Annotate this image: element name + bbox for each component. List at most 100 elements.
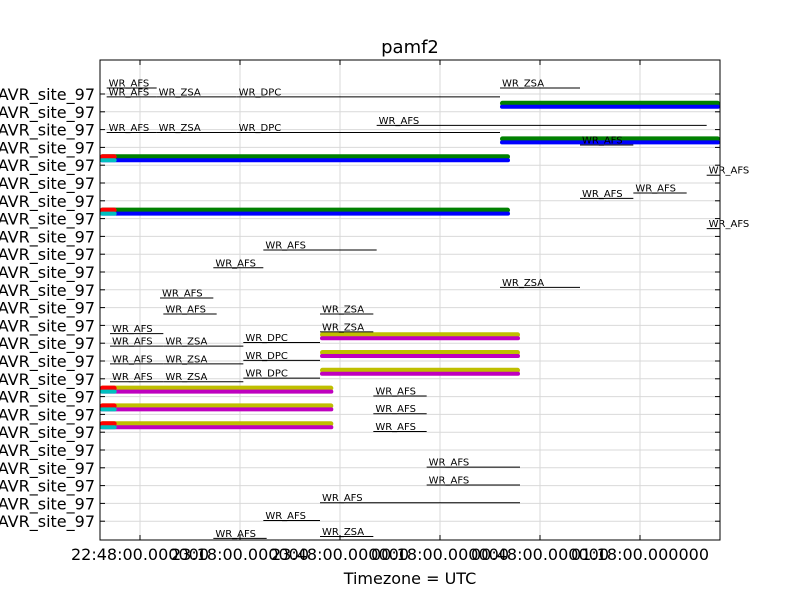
timeline-bar-bottom xyxy=(500,140,720,145)
annotation-label: WR_AFS xyxy=(709,166,750,177)
grid xyxy=(100,60,720,540)
timeline-bar-top xyxy=(100,403,334,409)
timeline-bar-top xyxy=(100,154,510,160)
annotation-label: WR_AFS xyxy=(375,386,416,397)
y-tick-label: AVR_site_97 xyxy=(0,85,95,105)
y-tick-label: AVR_site_97 xyxy=(0,263,95,283)
y-axis: AVR_site_97AVR_site_97AVR_site_97AVR_sit… xyxy=(0,85,720,532)
x-axis: 22:48:00.00000023:18:00.00000023:48:00.0… xyxy=(71,60,709,564)
y-tick-label: AVR_site_97 xyxy=(0,388,95,408)
y-tick-label: AVR_site_97 xyxy=(0,192,95,212)
y-tick-label: AVR_site_97 xyxy=(0,227,95,247)
annotation-label: WR_AFS xyxy=(265,511,306,522)
annotation-label: WR_DPC xyxy=(239,87,282,98)
timeline-bar xyxy=(100,385,117,394)
y-tick-label: AVR_site_97 xyxy=(0,138,95,158)
annotation-label: WR_ZSA xyxy=(165,337,207,348)
annotation-label: WR_ZSA xyxy=(322,305,364,316)
timeline-bar-bottom xyxy=(320,371,520,376)
timeline-bar-bottom xyxy=(100,158,117,163)
timeline-bar-bottom xyxy=(100,425,334,430)
x-tick-label: 22:48:00.000000 xyxy=(71,545,209,564)
timeline-bar-top xyxy=(100,385,117,391)
annotation-label: WR_AFS xyxy=(112,354,153,365)
timeline-bar-top xyxy=(500,136,720,142)
annotation-label: WR_DPC xyxy=(245,351,288,362)
y-tick-label: AVR_site_97 xyxy=(0,174,95,194)
annotation-label: WR_AFS xyxy=(322,493,363,504)
annotation-label: WR_ZSA xyxy=(165,354,207,365)
y-tick-label: AVR_site_97 xyxy=(0,156,95,176)
chart-title: pamf2 xyxy=(381,37,439,58)
timeline-bar xyxy=(100,421,334,430)
timeline-bar xyxy=(100,421,117,430)
annotation-label: WR_AFS xyxy=(109,123,150,134)
timeline-bar xyxy=(320,350,520,358)
annotation-label: WR_AFS xyxy=(635,184,676,195)
timeline-bar-bottom xyxy=(100,389,117,394)
annotation-label: WR_AFS xyxy=(215,529,256,540)
x-axis-label: Timezone = UTC xyxy=(343,569,477,588)
x-tick-label: 23:18:00.000000 xyxy=(171,545,309,564)
y-tick-label: AVR_site_97 xyxy=(0,352,95,372)
annotation-label: WR_ZSA xyxy=(159,87,201,98)
timeline-bar-top xyxy=(500,100,720,106)
y-tick-label: AVR_site_97 xyxy=(0,299,95,319)
timeline-bar xyxy=(100,403,117,412)
timeline-bar-bottom xyxy=(100,158,510,163)
x-tick-label: 00:48:00.000000 xyxy=(471,545,609,564)
timeline-bar-top xyxy=(100,421,117,427)
annotation-label: WR_AFS xyxy=(112,324,153,335)
timeline-bar-top xyxy=(100,403,117,409)
timeline-bar xyxy=(100,154,510,163)
y-tick-label: AVR_site_97 xyxy=(0,512,95,532)
y-tick-label: AVR_site_97 xyxy=(0,210,95,230)
timeline-bar xyxy=(100,385,334,394)
y-tick-label: AVR_site_97 xyxy=(0,494,95,514)
timeline-bar-top xyxy=(100,207,117,213)
annotation-label: WR_AFS xyxy=(215,258,256,269)
timeline-bar xyxy=(100,207,117,216)
y-tick-label: AVR_site_97 xyxy=(0,405,95,425)
timeline-bar-bottom xyxy=(100,211,510,216)
x-tick-label: 23:48:00.000000 xyxy=(271,545,409,564)
timeline-bar xyxy=(500,136,720,145)
timeline-bar xyxy=(100,403,334,412)
annotation-label: WR_AFS xyxy=(265,240,306,251)
annotation-label: WR_ZSA xyxy=(159,123,201,134)
y-tick-label: AVR_site_97 xyxy=(0,281,95,301)
y-tick-label: AVR_site_97 xyxy=(0,370,95,390)
timeline-bar xyxy=(320,332,520,341)
annotation-label: WR_AFS xyxy=(375,404,416,415)
timeline-bar-top xyxy=(100,385,334,391)
annotation-label: WR_AFS xyxy=(582,189,623,200)
timeline-bar-bottom xyxy=(100,211,117,216)
timeline-bar-top xyxy=(100,207,510,213)
timeline-bar xyxy=(500,100,720,109)
bars xyxy=(100,100,720,430)
annotation-label: WR_AFS xyxy=(582,135,623,146)
y-tick-label: AVR_site_97 xyxy=(0,441,95,461)
timeline-bar-top xyxy=(100,421,334,427)
timeline-bar-top xyxy=(320,350,520,355)
annotation-label: WR_AFS xyxy=(375,422,416,433)
y-tick-label: AVR_site_97 xyxy=(0,245,95,265)
timeline-bar-bottom xyxy=(320,336,520,341)
annotation-label: WR_ZSA xyxy=(502,278,544,289)
timeline-bar-bottom xyxy=(100,407,117,412)
timeline-bar-bottom xyxy=(100,425,117,430)
timeline-bar-bottom xyxy=(500,104,720,109)
timeline-bar xyxy=(100,154,117,163)
timeline-bar xyxy=(100,207,510,216)
annotation-label: WR_ZSA xyxy=(502,79,544,90)
y-tick-label: AVR_site_97 xyxy=(0,423,95,443)
annotation-label: WR_AFS xyxy=(379,116,420,127)
y-tick-label: AVR_site_97 xyxy=(0,316,95,336)
x-tick-label: 00:18:00.000000 xyxy=(371,545,509,564)
annotation-label: WR_AFS xyxy=(709,219,750,230)
timeline-bar xyxy=(320,367,520,376)
annotation-label: WR_AFS xyxy=(112,372,153,383)
annotation-label: WR_AFS xyxy=(109,79,150,90)
